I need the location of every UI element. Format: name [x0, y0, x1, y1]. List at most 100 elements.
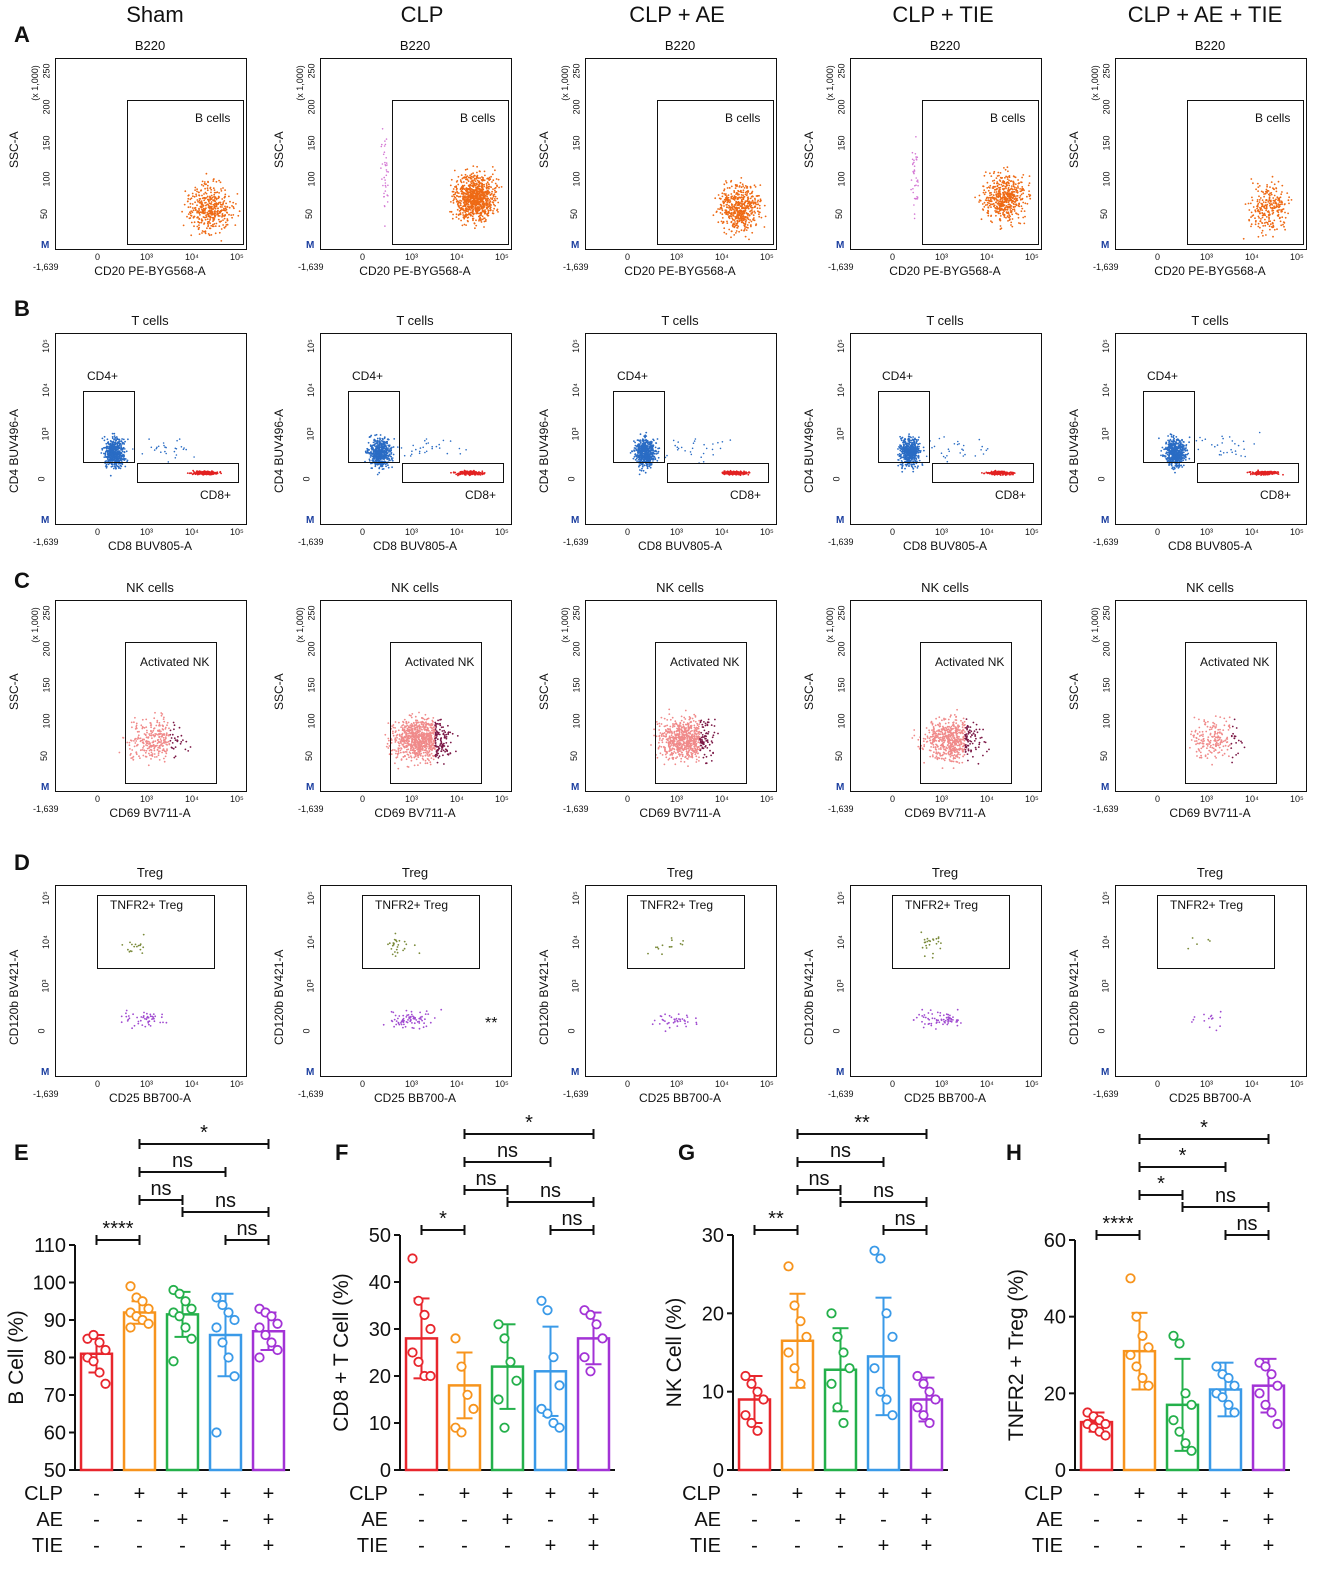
event-dot — [494, 204, 496, 207]
event-dot — [721, 192, 724, 195]
event-dot — [480, 218, 482, 221]
event-dot — [735, 232, 737, 234]
event-dot — [733, 226, 736, 229]
event-dot — [112, 467, 115, 470]
event-dot — [492, 210, 494, 212]
event-dot — [165, 452, 167, 455]
event-dot — [213, 212, 215, 215]
event-dot — [488, 176, 491, 179]
event-dot — [466, 168, 469, 170]
event-dot — [192, 195, 194, 198]
event-dot — [486, 195, 488, 198]
event-dot — [726, 201, 729, 204]
event-dot — [741, 218, 743, 221]
event-dot — [756, 203, 758, 206]
event-dot — [200, 221, 203, 224]
event-dot — [473, 212, 475, 215]
event-dot — [726, 206, 729, 209]
event-dot — [211, 211, 214, 214]
flow-plot-title: B220 — [134, 38, 166, 53]
event-dot — [220, 188, 222, 190]
event-dot — [379, 465, 382, 467]
event-dot — [712, 214, 715, 217]
event-dot — [752, 201, 754, 203]
event-dot — [740, 189, 742, 192]
y-tick-label: 200 — [306, 99, 317, 115]
event-dot — [489, 197, 492, 200]
event-dot — [739, 205, 742, 208]
event-dot — [737, 216, 740, 219]
event-dot — [751, 231, 754, 234]
event-dot — [217, 207, 219, 210]
event-dot — [483, 211, 485, 213]
event-dot — [995, 198, 998, 201]
event-dot — [418, 450, 421, 453]
x-neg-label: -1,639 — [33, 262, 59, 272]
event-dot — [738, 212, 741, 215]
event-dot — [450, 210, 453, 213]
event-dot — [723, 205, 725, 207]
event-dot — [431, 447, 433, 450]
event-dot — [424, 439, 426, 442]
event-dot — [465, 196, 467, 199]
event-dot — [479, 199, 482, 202]
event-dot — [384, 179, 386, 181]
event-dot — [478, 219, 480, 222]
event-dot — [486, 202, 489, 205]
event-dot — [754, 197, 756, 200]
event-dot — [455, 188, 458, 191]
event-dot — [736, 197, 739, 199]
event-dot — [731, 213, 733, 215]
event-dot — [487, 205, 490, 208]
event-dot — [722, 220, 725, 223]
event-dot — [1028, 175, 1031, 177]
m-marker: M — [41, 240, 50, 251]
event-dot — [715, 211, 718, 214]
event-dot — [463, 217, 466, 220]
event-dot — [494, 189, 496, 192]
event-dot — [236, 193, 239, 195]
event-dot — [1006, 166, 1009, 169]
event-dot — [454, 193, 456, 196]
event-dot — [736, 184, 738, 187]
event-dot — [467, 188, 470, 191]
event-dot — [726, 213, 728, 215]
event-dot — [210, 188, 213, 191]
event-dot — [456, 180, 459, 182]
event-dot — [215, 222, 218, 225]
event-dot — [754, 186, 757, 188]
event-dot — [1018, 222, 1020, 224]
x-tick-label: 0 — [95, 252, 101, 262]
event-dot — [479, 197, 482, 199]
event-dot — [752, 214, 755, 217]
gate-label: B cells — [725, 111, 761, 125]
y-tick-label: 50 — [834, 209, 845, 220]
x-tick-label: 10⁴ — [715, 252, 729, 262]
event-dot — [1002, 184, 1005, 187]
event-dot — [749, 203, 752, 206]
event-dot — [464, 205, 467, 208]
event-dot — [741, 183, 744, 186]
event-dot — [224, 221, 227, 224]
event-dot — [1003, 167, 1005, 169]
event-dot — [743, 217, 745, 219]
event-dot — [160, 451, 162, 453]
event-dot — [446, 452, 449, 455]
flow-plot-rowb-col2: T cells CD4+ CD8+ 10⁵ 10⁴ 10³ 0 CD4 BUV496-A 0 10… — [272, 313, 512, 553]
y-tick-label: 10³ — [305, 427, 316, 441]
event-dot — [469, 209, 472, 211]
x-tick-label: 10⁵ — [230, 527, 244, 537]
event-dot — [723, 188, 726, 191]
event-dot — [491, 166, 494, 168]
y-tick-label: 0 — [36, 476, 47, 482]
event-dot — [745, 221, 747, 223]
event-dot — [224, 207, 227, 210]
event-dot — [470, 207, 473, 210]
event-dot — [490, 186, 492, 189]
event-dot — [638, 465, 640, 468]
flow-plot-frame — [55, 58, 247, 250]
event-dot — [472, 165, 475, 167]
event-dot — [733, 191, 736, 194]
event-dot — [222, 201, 225, 204]
event-dot — [198, 201, 201, 204]
